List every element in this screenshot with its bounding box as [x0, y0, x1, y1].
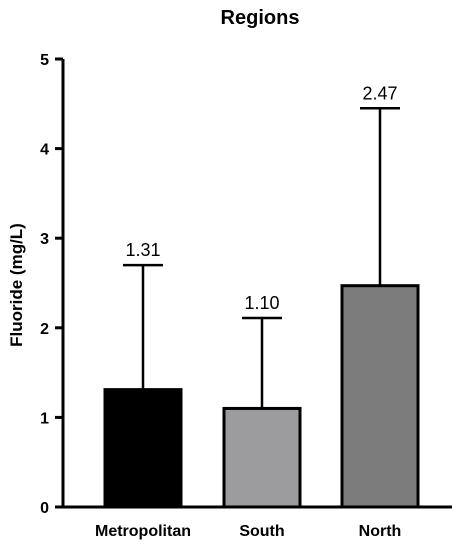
x-tick-label: Metropolitan — [95, 523, 191, 540]
y-tick-label: 3 — [40, 231, 49, 248]
x-tick-label: South — [239, 523, 284, 540]
bar-south — [222, 406, 302, 509]
y-tick-label: 5 — [40, 52, 49, 69]
y-tick-label: 1 — [40, 410, 49, 427]
y-tick-label: 2 — [40, 321, 49, 338]
plot-area: 0 1 2 3 4 5 1.31 Metropolitan 1.10 South 2.47 North — [40, 52, 452, 540]
chart-title: Regions — [221, 7, 300, 29]
bar-metropolitan — [103, 388, 183, 509]
data-label: 1.10 — [244, 293, 279, 313]
y-tick-label: 4 — [40, 142, 49, 159]
bar-north — [340, 284, 420, 509]
data-label: 2.47 — [362, 83, 397, 103]
x-tick-label: North — [359, 523, 402, 540]
y-tick-label: 0 — [40, 500, 49, 517]
data-label: 1.31 — [125, 240, 160, 260]
y-axis-label: Fluoride (mg/L) — [7, 223, 26, 347]
